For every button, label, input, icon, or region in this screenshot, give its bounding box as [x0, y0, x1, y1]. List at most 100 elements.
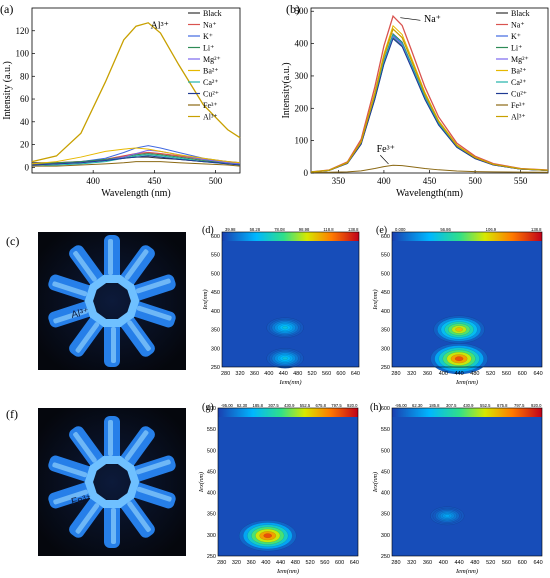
- vial-highlight: [136, 486, 172, 502]
- vial-highlight: [108, 239, 113, 275]
- colorbar-tick-label: 307.5: [268, 403, 279, 408]
- vial-highlight: [73, 251, 97, 282]
- vial-highlight: [73, 432, 97, 463]
- y-axis-label: Iex(nm): [372, 472, 379, 493]
- colorbar-tick-label: 675.8: [497, 403, 508, 408]
- y-tick-label: 600: [381, 406, 390, 412]
- series-line-Al3+: [310, 27, 549, 173]
- colorbar-tick-label: 797.5: [514, 403, 525, 408]
- x-tick-label: 600: [518, 560, 527, 566]
- colorbar-tick-label: 56.86: [440, 227, 451, 232]
- vial-highlight: [108, 420, 113, 456]
- series-line-Fe3+: [310, 164, 549, 173]
- colorbar: [392, 232, 542, 241]
- legend-label: Fe³⁺: [203, 101, 218, 110]
- y-tick-label: 100: [16, 49, 30, 59]
- heatmap-e: 0.000 56.86 106.9 138.8 280 320 360 400 440 480 52…: [372, 227, 543, 386]
- colorbar-tick-label: 138.8: [531, 227, 542, 232]
- colorbar-tick-label: 552.5: [300, 403, 311, 408]
- y-axis-label: Iex(nm): [198, 472, 205, 493]
- x-tick-label: 350: [332, 176, 346, 186]
- colorbar-tick-label: 675.8: [316, 403, 327, 408]
- y-axis-label: Intensity (a.u.): [2, 61, 13, 120]
- y-tick-label: 400: [381, 491, 390, 497]
- colorbar-tick-label: -95.00: [395, 403, 408, 408]
- y-axis-label: Iex(nm): [202, 289, 209, 310]
- y-tick-label: 250: [211, 365, 220, 371]
- x-tick-label: 480: [293, 371, 302, 377]
- panel-letter-d: (d): [202, 225, 214, 236]
- plot-frame-a: [31, 7, 241, 174]
- contour-peak-0: [444, 514, 450, 518]
- x-tick-label: 400: [439, 371, 448, 377]
- legend-label: Mg²⁺: [203, 55, 221, 64]
- y-tick-label: 450: [381, 290, 390, 296]
- colorbar-tick-label: 78.08: [274, 227, 285, 232]
- vial-highlight: [136, 278, 171, 294]
- vial-highlight: [127, 501, 151, 532]
- x-tick-label: 600: [336, 371, 345, 377]
- x-tick-label: 440: [455, 371, 464, 377]
- legend-label: Ca²⁺: [203, 78, 219, 87]
- y-tick-label: 0: [25, 162, 30, 172]
- y-tick-label: 450: [381, 469, 390, 475]
- y-tick-label: 40: [20, 117, 30, 127]
- vial-ring-c: [48, 235, 176, 367]
- chart-a: 400 450 500 0 20 40 60 80 100 120 Wavelength (nm) I…: [2, 7, 241, 199]
- colorbar: [222, 232, 359, 241]
- y-tick-label: 550: [381, 427, 390, 433]
- y-tick-label: 250: [381, 554, 390, 560]
- legend-label: Li⁺: [203, 44, 214, 53]
- colorbar: [218, 408, 358, 417]
- panel-letter-c: (c): [6, 234, 19, 248]
- x-tick-label: 450: [423, 176, 437, 186]
- legend-label: K⁺: [203, 32, 213, 41]
- y-tick-label: 400: [211, 309, 220, 315]
- legend-label: Na⁺: [511, 21, 525, 30]
- vial-highlight: [136, 305, 172, 321]
- y-tick-label: 350: [211, 328, 220, 334]
- y-tick-label: 200: [295, 103, 309, 113]
- colorbar-tick-label: 185.8: [429, 403, 440, 408]
- x-axis-label: Iem(nm): [455, 568, 478, 575]
- x-tick-label: 480: [470, 371, 479, 377]
- vial-highlight: [75, 503, 100, 534]
- x-tick-label: 600: [335, 560, 344, 566]
- x-tick-label: 440: [279, 371, 288, 377]
- x-tick-label: 400: [261, 560, 270, 566]
- y-tick-label: 600: [381, 234, 390, 240]
- x-tick-label: 500: [468, 176, 482, 186]
- legend-label: K⁺: [511, 32, 521, 41]
- series-line-Cu2+: [31, 155, 241, 166]
- y-tick-label: 450: [211, 290, 220, 296]
- callout-al: Al³⁺: [151, 20, 169, 31]
- colorbar-tick-label: 552.5: [480, 403, 491, 408]
- x-tick-label: 400: [86, 176, 100, 186]
- vial-highlight: [52, 462, 88, 478]
- colorbar-tick-label: 138.8: [348, 227, 359, 232]
- vial-highlight: [53, 308, 88, 324]
- colorbar-tick-label: 307.5: [446, 403, 457, 408]
- vial-highlight: [111, 327, 116, 363]
- legend-label: Ba²⁺: [203, 67, 219, 76]
- vial-highlight: [127, 320, 151, 351]
- series-line-Li+: [31, 153, 241, 165]
- colorbar-tick-label: -95.00: [221, 403, 234, 408]
- map-frame: [217, 407, 359, 557]
- legend-label: Mg²⁺: [511, 55, 529, 64]
- y-tick-label: 60: [20, 94, 30, 104]
- x-tick-label: 360: [423, 371, 432, 377]
- panel-letter-a: (a): [0, 2, 13, 16]
- x-tick-label: 320: [232, 560, 241, 566]
- panel-letter-f: (f): [6, 407, 18, 421]
- colorbar-tick-label: 0.000: [395, 227, 406, 232]
- y-tick-label: 450: [207, 469, 216, 475]
- panel-letter-h: (h): [370, 402, 382, 413]
- y-tick-label: 0: [304, 168, 309, 178]
- x-tick-label: 560: [320, 560, 329, 566]
- panel-letter-g: (g): [202, 402, 214, 413]
- x-tick-label: 400: [439, 560, 448, 566]
- map-frame: [221, 231, 360, 368]
- y-tick-label: 250: [381, 365, 390, 371]
- callout-fe: Fe³⁺: [377, 144, 395, 155]
